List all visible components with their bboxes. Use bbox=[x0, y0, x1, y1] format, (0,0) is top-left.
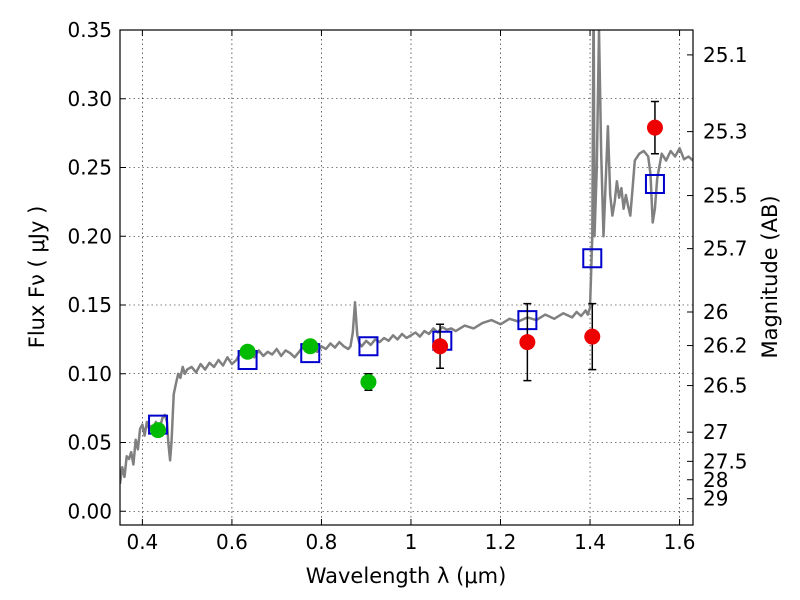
plot-frame bbox=[119, 29, 694, 526]
y-tick-label: 0.05 bbox=[67, 431, 112, 455]
x-tick-label: 1.2 bbox=[485, 530, 517, 554]
observed-photometry-point bbox=[239, 343, 256, 360]
y-tick-label: 0.30 bbox=[67, 87, 112, 111]
y-tick-label: 0.15 bbox=[67, 293, 112, 317]
right-tick-label: 28 bbox=[703, 468, 728, 492]
model-spectrum-line bbox=[120, 30, 693, 484]
model-photometry-square bbox=[644, 174, 665, 194]
y-tick-label: 0.25 bbox=[67, 156, 112, 180]
plot-background bbox=[120, 30, 693, 525]
right-tick-label: 27.5 bbox=[703, 449, 748, 473]
axis-ticks: 0.4 0.6 0.8 1 1.2 1.4 1.6 0.00 0.05 0.10 0.15 0.20 0… bbox=[67, 18, 747, 554]
x-tick-label: 0.6 bbox=[216, 530, 248, 554]
observed-photometry-point bbox=[519, 334, 536, 351]
observed-photometry-point bbox=[432, 338, 449, 355]
observed-photometry-point bbox=[646, 119, 663, 136]
right-tick-label: 27 bbox=[703, 420, 728, 444]
observed-photometry-point bbox=[360, 374, 377, 390]
observed-photometry-point bbox=[150, 422, 167, 439]
right-tick-label: 25.5 bbox=[703, 184, 748, 208]
y-tick-label: 0.35 bbox=[67, 18, 112, 42]
observed-photometry-point bbox=[584, 328, 601, 345]
observed-photometry-point bbox=[302, 338, 319, 355]
right-tick-label: 29 bbox=[703, 487, 728, 511]
right-tick-label: 25.7 bbox=[703, 237, 748, 261]
model-photometry-square bbox=[358, 336, 379, 357]
right-tick-label: 26.5 bbox=[703, 374, 748, 398]
right-axis-label: Magnitude (AB) bbox=[758, 195, 782, 358]
y-tick-label: 0.00 bbox=[67, 499, 112, 523]
right-tick-label: 26.2 bbox=[703, 334, 748, 358]
model-photometry-square bbox=[582, 248, 603, 269]
x-tick-label: 1.4 bbox=[574, 530, 606, 554]
x-tick-label: 0.4 bbox=[126, 530, 158, 554]
y-tick-label: 0.20 bbox=[67, 224, 112, 248]
plot-area bbox=[120, 30, 693, 484]
x-axis-label: Wavelength λ (μm) bbox=[306, 564, 507, 588]
y-axis-label: Flux Fν ( μJy ) bbox=[25, 206, 49, 349]
right-tick-label: 25.3 bbox=[703, 120, 748, 144]
x-tick-label: 0.8 bbox=[306, 530, 338, 554]
right-tick-label: 26 bbox=[703, 300, 728, 324]
x-tick-label: 1 bbox=[405, 530, 418, 554]
right-tick-label: 25.1 bbox=[703, 43, 748, 67]
x-tick-label: 1.6 bbox=[664, 530, 696, 554]
y-tick-label: 0.10 bbox=[67, 362, 112, 386]
